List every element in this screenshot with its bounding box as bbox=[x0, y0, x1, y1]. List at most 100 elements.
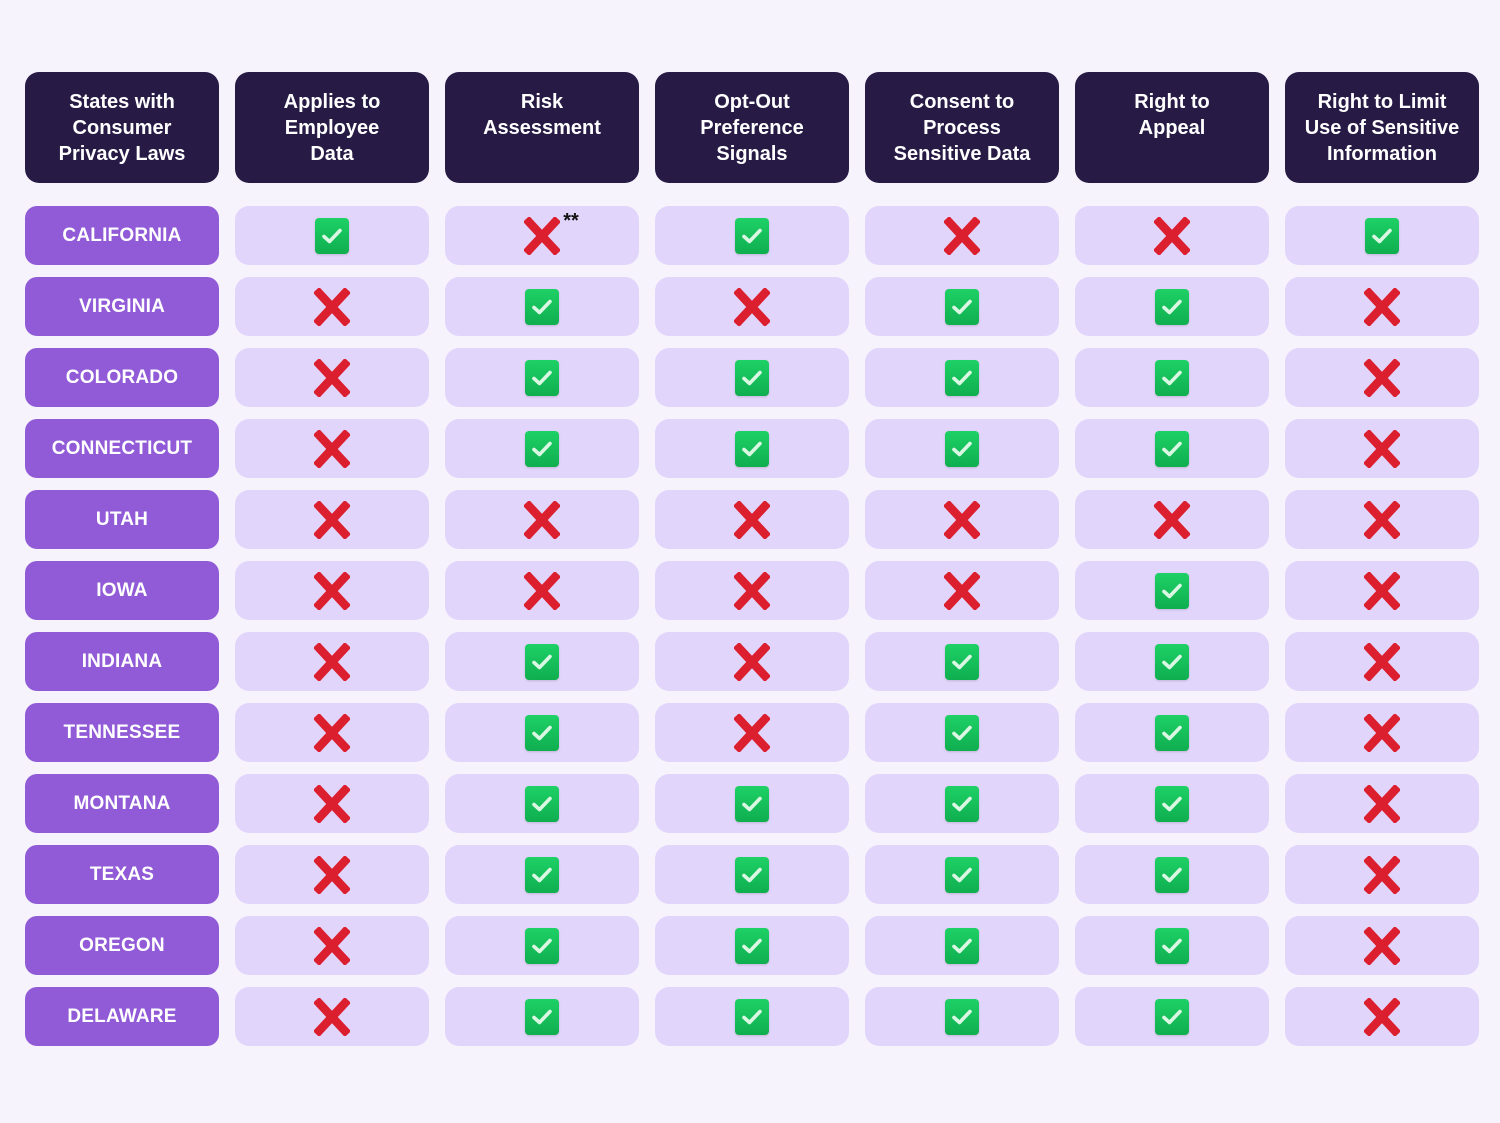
x-icon bbox=[1364, 855, 1400, 894]
table-cell bbox=[445, 703, 639, 762]
table-cell bbox=[445, 490, 639, 549]
x-icon bbox=[314, 642, 350, 681]
table-cell bbox=[655, 348, 849, 407]
table-cell bbox=[655, 206, 849, 265]
table-cell bbox=[445, 348, 639, 407]
x-icon bbox=[314, 429, 350, 468]
check-icon bbox=[1155, 359, 1189, 396]
check-icon bbox=[945, 998, 979, 1035]
x-icon bbox=[314, 855, 350, 894]
table-cell bbox=[655, 419, 849, 478]
x-icon bbox=[314, 926, 350, 965]
state-label: COLORADO bbox=[25, 348, 219, 407]
table-cell bbox=[445, 419, 639, 478]
privacy-law-comparison-table: States with Consumer Privacy Laws Applies… bbox=[25, 72, 1479, 1058]
check-icon bbox=[945, 927, 979, 964]
x-icon bbox=[1364, 713, 1400, 752]
x-icon bbox=[1364, 926, 1400, 965]
x-icon bbox=[314, 713, 350, 752]
table-cell bbox=[655, 987, 849, 1046]
state-label: CONNECTICUT bbox=[25, 419, 219, 478]
state-label: OREGON bbox=[25, 916, 219, 975]
x-icon bbox=[314, 287, 350, 326]
table-cell bbox=[865, 916, 1059, 975]
state-label: INDIANA bbox=[25, 632, 219, 691]
table-cell bbox=[1075, 774, 1269, 833]
x-icon bbox=[734, 713, 770, 752]
check-icon bbox=[735, 359, 769, 396]
table-cell bbox=[1285, 845, 1479, 904]
x-icon bbox=[1364, 500, 1400, 539]
table-cell bbox=[655, 561, 849, 620]
table-cell bbox=[235, 561, 429, 620]
check-icon bbox=[315, 217, 349, 254]
table-cell bbox=[1285, 277, 1479, 336]
x-icon bbox=[944, 216, 980, 255]
table-cell bbox=[1075, 490, 1269, 549]
check-icon bbox=[735, 998, 769, 1035]
table-cell bbox=[235, 632, 429, 691]
table-cell bbox=[655, 632, 849, 691]
x-icon bbox=[1364, 997, 1400, 1036]
check-icon bbox=[1155, 927, 1189, 964]
x-icon bbox=[1364, 287, 1400, 326]
x-icon bbox=[314, 500, 350, 539]
check-icon bbox=[945, 856, 979, 893]
table-cell bbox=[655, 703, 849, 762]
table-cell bbox=[865, 774, 1059, 833]
table-cell bbox=[1285, 916, 1479, 975]
table-cell bbox=[655, 916, 849, 975]
table-cell bbox=[655, 490, 849, 549]
x-icon bbox=[1364, 358, 1400, 397]
check-icon bbox=[945, 785, 979, 822]
x-icon bbox=[1364, 784, 1400, 823]
table-cell bbox=[235, 277, 429, 336]
table-cell bbox=[445, 561, 639, 620]
state-label: CALIFORNIA bbox=[25, 206, 219, 265]
check-icon bbox=[735, 785, 769, 822]
x-icon bbox=[1364, 642, 1400, 681]
x-icon bbox=[734, 571, 770, 610]
check-icon bbox=[1155, 288, 1189, 325]
check-icon bbox=[945, 430, 979, 467]
check-icon bbox=[1155, 430, 1189, 467]
table-cell bbox=[1285, 703, 1479, 762]
table-cell bbox=[445, 987, 639, 1046]
state-label: DELAWARE bbox=[25, 987, 219, 1046]
table-cell bbox=[865, 206, 1059, 265]
x-icon bbox=[944, 500, 980, 539]
state-label: IOWA bbox=[25, 561, 219, 620]
table-cell bbox=[235, 987, 429, 1046]
state-label: TENNESSEE bbox=[25, 703, 219, 762]
table-cell bbox=[1075, 277, 1269, 336]
x-icon bbox=[314, 358, 350, 397]
x-icon bbox=[524, 500, 560, 539]
check-icon bbox=[945, 643, 979, 680]
x-icon bbox=[314, 784, 350, 823]
table-cell bbox=[1285, 490, 1479, 549]
check-icon bbox=[1155, 856, 1189, 893]
check-icon bbox=[1155, 998, 1189, 1035]
table-cell bbox=[1285, 348, 1479, 407]
table-cell bbox=[235, 419, 429, 478]
table-cell bbox=[865, 277, 1059, 336]
table-cell bbox=[1075, 987, 1269, 1046]
table-cell bbox=[445, 277, 639, 336]
table-cell bbox=[1075, 916, 1269, 975]
x-icon bbox=[314, 997, 350, 1036]
x-icon bbox=[1364, 571, 1400, 610]
x-icon bbox=[524, 216, 560, 255]
table-cell bbox=[1075, 561, 1269, 620]
table-cell bbox=[235, 774, 429, 833]
x-icon bbox=[1364, 429, 1400, 468]
x-icon bbox=[734, 287, 770, 326]
check-icon bbox=[525, 998, 559, 1035]
check-icon bbox=[945, 359, 979, 396]
state-label: TEXAS bbox=[25, 845, 219, 904]
check-icon bbox=[1155, 643, 1189, 680]
check-icon bbox=[1365, 217, 1399, 254]
table-cell bbox=[655, 774, 849, 833]
table-cell bbox=[1075, 206, 1269, 265]
table-cell bbox=[1285, 206, 1479, 265]
table-cell bbox=[1285, 561, 1479, 620]
